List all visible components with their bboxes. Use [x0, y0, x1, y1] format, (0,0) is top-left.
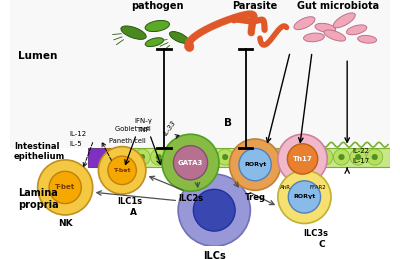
Circle shape: [287, 144, 318, 174]
Bar: [10, 0, 390, 148]
Circle shape: [156, 154, 162, 160]
Text: ILC1s: ILC1s: [117, 197, 142, 206]
Text: B: B: [224, 118, 232, 128]
Circle shape: [250, 149, 266, 165]
Text: RORγt: RORγt: [293, 195, 316, 199]
Circle shape: [355, 154, 361, 160]
Text: FFAR2: FFAR2: [309, 185, 326, 190]
Circle shape: [305, 154, 311, 160]
Text: IL-5: IL-5: [69, 141, 82, 147]
Text: AhR: AhR: [280, 185, 291, 190]
Circle shape: [317, 149, 333, 165]
Ellipse shape: [121, 26, 146, 39]
Ellipse shape: [170, 32, 189, 43]
Text: Th17: Th17: [293, 156, 312, 162]
Circle shape: [234, 149, 250, 165]
Ellipse shape: [333, 13, 355, 28]
Bar: [88, 148, 390, 167]
Ellipse shape: [324, 30, 346, 41]
Circle shape: [367, 149, 383, 165]
Circle shape: [278, 134, 327, 184]
Circle shape: [300, 149, 316, 165]
Circle shape: [217, 149, 233, 165]
Text: IL-33: IL-33: [162, 119, 177, 136]
Text: RORγt: RORγt: [244, 162, 266, 167]
Circle shape: [239, 154, 245, 160]
Text: Parasite: Parasite: [232, 1, 278, 11]
Circle shape: [267, 149, 283, 165]
Ellipse shape: [358, 35, 376, 43]
Text: Intestinal
epithelium: Intestinal epithelium: [14, 142, 65, 161]
Circle shape: [38, 160, 93, 215]
Ellipse shape: [346, 25, 367, 35]
Circle shape: [284, 149, 300, 165]
Circle shape: [174, 146, 208, 180]
Circle shape: [189, 154, 195, 160]
Circle shape: [334, 149, 350, 165]
Circle shape: [222, 154, 228, 160]
Text: Treg: Treg: [244, 193, 266, 202]
Circle shape: [184, 149, 200, 165]
Text: T-bet: T-bet: [113, 168, 131, 173]
Text: C: C: [318, 240, 325, 249]
Circle shape: [172, 154, 178, 160]
Circle shape: [49, 171, 81, 204]
Circle shape: [98, 147, 146, 194]
Circle shape: [272, 154, 278, 160]
Circle shape: [134, 149, 150, 165]
Bar: [105, 148, 124, 167]
Ellipse shape: [145, 20, 170, 32]
Text: IL-22: IL-22: [352, 148, 369, 154]
Text: ILC3s: ILC3s: [303, 228, 328, 238]
Circle shape: [339, 154, 344, 160]
Text: IL-17: IL-17: [352, 158, 369, 164]
Circle shape: [151, 149, 167, 165]
Bar: [88, 148, 105, 167]
Ellipse shape: [315, 23, 336, 32]
Circle shape: [372, 154, 378, 160]
Text: ILC2s: ILC2s: [178, 194, 203, 203]
Ellipse shape: [304, 33, 324, 42]
Circle shape: [206, 154, 211, 160]
Text: IFN-γ: IFN-γ: [134, 118, 152, 124]
Circle shape: [239, 148, 271, 181]
Text: T-bet: T-bet: [55, 184, 75, 190]
Circle shape: [278, 170, 331, 224]
Circle shape: [167, 149, 183, 165]
Text: Paneth cell: Paneth cell: [109, 138, 146, 144]
Circle shape: [162, 134, 219, 191]
Text: GATA3: GATA3: [178, 160, 203, 166]
Circle shape: [256, 154, 261, 160]
Ellipse shape: [294, 17, 315, 30]
Text: IL-12: IL-12: [69, 131, 86, 137]
Text: Goblet cell: Goblet cell: [114, 126, 150, 132]
Circle shape: [178, 174, 250, 246]
Circle shape: [322, 154, 328, 160]
Text: ILCs: ILCs: [203, 251, 226, 259]
Text: NK: NK: [58, 219, 72, 228]
Circle shape: [230, 139, 281, 190]
Text: Lamina
propria: Lamina propria: [18, 188, 58, 210]
Circle shape: [193, 189, 235, 231]
Circle shape: [350, 149, 366, 165]
Text: Gut microbiota: Gut microbiota: [297, 1, 379, 11]
Text: pathogen: pathogen: [131, 1, 184, 11]
Circle shape: [139, 154, 145, 160]
Circle shape: [200, 149, 217, 165]
Text: Lumen: Lumen: [18, 51, 57, 61]
Ellipse shape: [145, 38, 164, 47]
Circle shape: [288, 181, 320, 213]
Circle shape: [108, 156, 136, 185]
Text: TNF: TNF: [136, 127, 150, 133]
Text: A: A: [130, 208, 137, 217]
Circle shape: [289, 154, 294, 160]
